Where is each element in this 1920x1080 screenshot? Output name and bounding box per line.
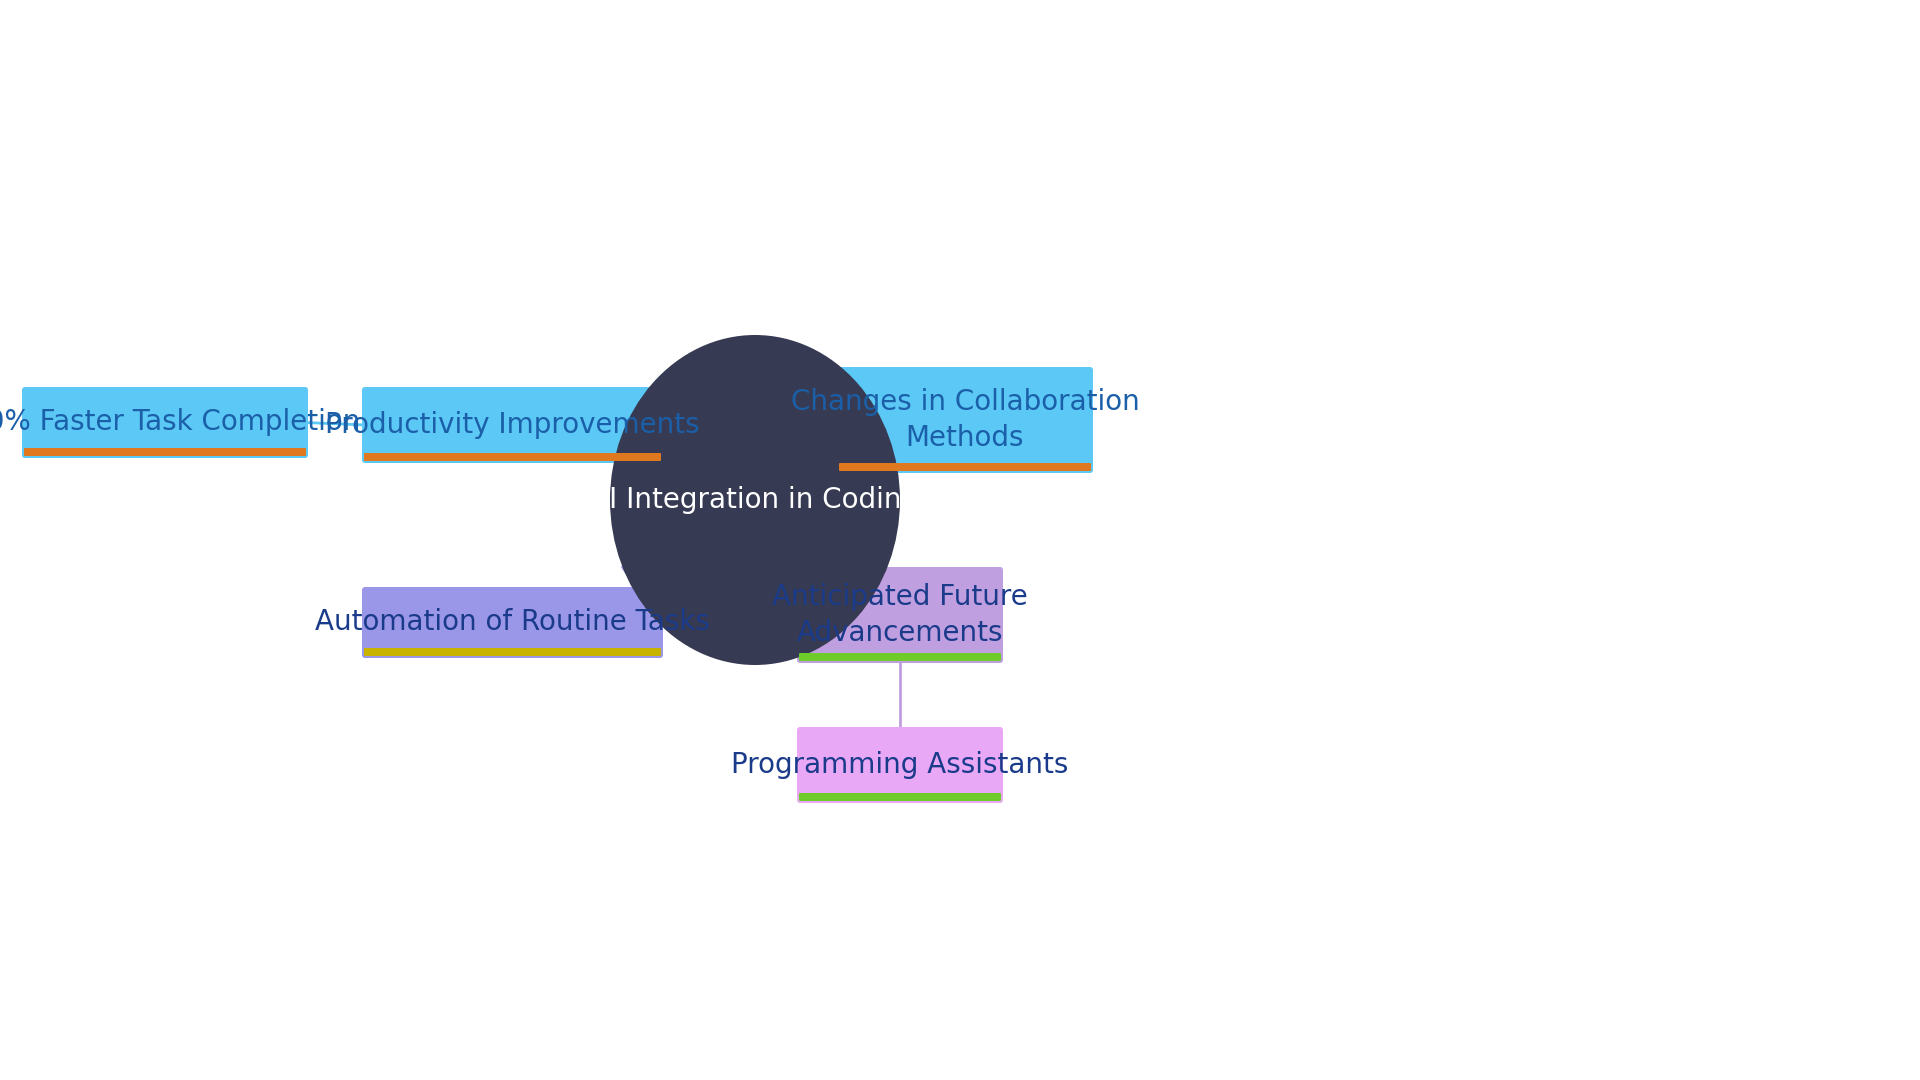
Text: Automation of Routine Tasks: Automation of Routine Tasks (315, 608, 710, 636)
FancyBboxPatch shape (797, 727, 1002, 804)
Text: Anticipated Future
Advancements: Anticipated Future Advancements (772, 582, 1027, 647)
Text: AI Integration in Coding: AI Integration in Coding (591, 486, 920, 514)
FancyBboxPatch shape (837, 367, 1092, 473)
FancyBboxPatch shape (365, 453, 660, 461)
FancyBboxPatch shape (23, 448, 305, 456)
Text: 30% Faster Task Completion: 30% Faster Task Completion (0, 408, 361, 436)
FancyBboxPatch shape (799, 793, 1000, 801)
FancyBboxPatch shape (797, 567, 1002, 663)
FancyBboxPatch shape (365, 648, 660, 656)
FancyBboxPatch shape (799, 653, 1000, 661)
FancyBboxPatch shape (839, 463, 1091, 471)
Ellipse shape (611, 335, 900, 665)
Text: Changes in Collaboration
Methods: Changes in Collaboration Methods (791, 388, 1139, 453)
FancyBboxPatch shape (363, 588, 662, 658)
Text: Programming Assistants: Programming Assistants (732, 751, 1069, 779)
FancyBboxPatch shape (363, 387, 662, 463)
FancyBboxPatch shape (21, 387, 307, 458)
Text: Productivity Improvements: Productivity Improvements (324, 411, 699, 438)
